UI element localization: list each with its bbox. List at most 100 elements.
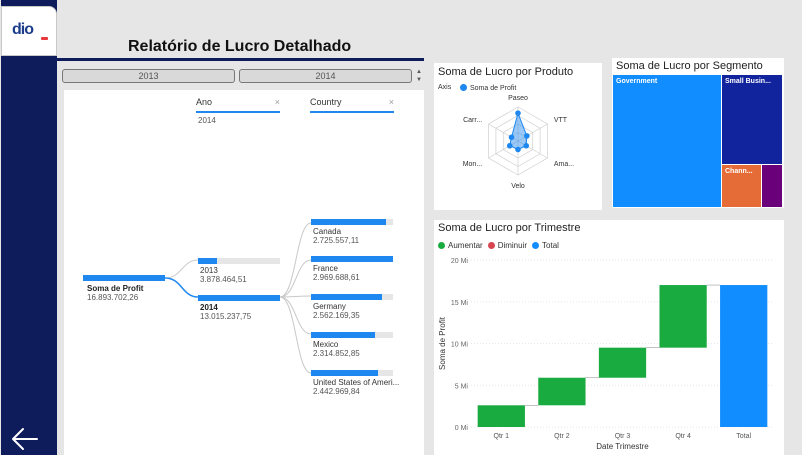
country-node-value: 2.314.852,85 xyxy=(313,349,360,358)
treemap-cell-label: Government xyxy=(616,78,658,85)
radar-data-point xyxy=(506,142,513,149)
close-icon[interactable]: × xyxy=(388,97,394,107)
legend-item: Diminuir xyxy=(487,241,528,250)
slicer-scroll[interactable]: ▲ ▼ xyxy=(415,68,423,84)
country-node-label: France xyxy=(313,264,338,273)
country-node-value: 2.442.969,84 xyxy=(313,387,360,396)
country-node-bar[interactable] xyxy=(311,332,393,338)
radar-data-point xyxy=(508,134,515,141)
radar-legend-series: Soma de Profit xyxy=(460,84,516,92)
waterfall-chart: 0 Mi 5 Mi 10 Mi 15 Mi 20 Mi Qtr 1 Qtr 2 Qtr 3 Qt… xyxy=(438,258,774,451)
country-node-bar[interactable] xyxy=(311,256,393,262)
level-header-ano[interactable]: Ano × xyxy=(196,97,280,113)
chevron-up-icon[interactable]: ▲ xyxy=(416,69,422,75)
level-name: Ano xyxy=(196,97,213,107)
waterfall-increase-bar xyxy=(538,377,586,406)
legend-label: Diminuir xyxy=(497,241,528,250)
radar-data-point xyxy=(515,110,521,116)
country-node-label: Germany xyxy=(313,302,346,311)
year-slicer-2014[interactable]: 2014 xyxy=(239,69,412,83)
year-node-bar[interactable] xyxy=(198,258,280,264)
waterfall-y-tick-label: 5 Mi xyxy=(455,383,469,390)
root-bar[interactable] xyxy=(83,275,165,281)
waterfall-legend: Aumentar Diminuir Total xyxy=(438,241,564,250)
root-value: 16.893.702,26 xyxy=(87,293,139,302)
treemap-cell-label: Small Busin... xyxy=(725,78,771,85)
treemap-cell-channel[interactable]: Chann... xyxy=(722,165,761,207)
chevron-down-icon[interactable]: ▼ xyxy=(416,77,422,83)
radar-chart-panel: Soma de Lucro por Produto Axis Soma de P… xyxy=(434,63,602,210)
radar-legend-series-label: Soma de Profit xyxy=(470,85,517,92)
radar-axis-label: VTT xyxy=(554,117,568,124)
year-node-value: 13.015.237,75 xyxy=(200,312,252,321)
connector-2013 xyxy=(164,259,199,279)
treemap-cell-small-business[interactable]: Small Busin... xyxy=(722,75,782,164)
level-selected-value: 2014 xyxy=(198,116,216,125)
radar-axis-label: Ama... xyxy=(554,161,574,168)
tree-connectors xyxy=(164,222,312,374)
radar-data-point xyxy=(524,133,530,139)
radar-axis-line xyxy=(517,123,548,142)
logo-dot xyxy=(41,37,48,40)
legend-dot-icon xyxy=(532,242,540,249)
radar-axis-label: Mon... xyxy=(463,161,483,168)
waterfall-x-tick-label: Qtr 4 xyxy=(675,433,691,440)
country-node-bar[interactable] xyxy=(311,294,393,300)
radar-data-point xyxy=(523,142,530,149)
legend-label: Total xyxy=(542,241,559,250)
legend-item: Aumentar xyxy=(438,241,483,250)
country-node-value: 2.725.557,11 xyxy=(313,236,360,245)
root-label: Soma de Profit xyxy=(87,284,144,293)
legend-label: Aumentar xyxy=(448,241,483,250)
close-icon[interactable]: × xyxy=(274,97,280,107)
waterfall-title: Soma de Lucro por Trimestre xyxy=(438,222,581,234)
country-node-label: Mexico xyxy=(313,340,339,349)
waterfall-y-axis-title: Soma de Profit xyxy=(438,316,447,370)
level-header-country[interactable]: Country × xyxy=(310,97,394,113)
logo-text: dio xyxy=(12,21,34,38)
legend-dot-icon xyxy=(460,84,467,91)
treemap-panel: Soma de Lucro por Segmento Government Sm… xyxy=(612,58,784,208)
country-node-label: Canada xyxy=(313,227,342,236)
title-underline xyxy=(57,58,424,61)
treemap-cell-government[interactable]: Government xyxy=(613,75,721,207)
radar-axis-label: Paseo xyxy=(508,95,528,102)
waterfall-increase-bar xyxy=(659,285,707,348)
decomposition-tree-panel: Ano × 2014 Country × Soma de Profit 16.8… xyxy=(64,90,424,455)
year-node-bar[interactable] xyxy=(198,295,280,301)
waterfall-x-tick-label: Total xyxy=(736,433,751,440)
connector-france xyxy=(279,259,312,298)
country-node-value: 2.562.169,35 xyxy=(313,311,360,320)
radar-axis-label: Carr... xyxy=(463,117,482,124)
year-slicer-2013[interactable]: 2013 xyxy=(62,69,235,83)
waterfall-x-axis-title: Date Trimestre xyxy=(596,442,649,451)
waterfall-x-tick-label: Qtr 3 xyxy=(615,433,631,440)
legend-dot-icon xyxy=(438,242,445,249)
waterfall-x-tick-label: Qtr 1 xyxy=(494,433,510,440)
year-node-label: 2013 xyxy=(200,266,218,275)
waterfall-chart-panel: Soma de Lucro por Trimestre Aumentar Dimi… xyxy=(434,220,784,455)
connector-mexico xyxy=(279,296,312,335)
arrow-left-icon[interactable] xyxy=(10,426,40,452)
radar-axis-label: Velo xyxy=(511,183,525,190)
waterfall-y-tick-label: 15 Mi xyxy=(451,300,469,307)
radar-legend-axis: Axis xyxy=(438,84,452,91)
year-node-label: 2014 xyxy=(200,303,218,312)
legend-dot-icon xyxy=(487,242,495,249)
treemap-title: Soma de Lucro por Segmento xyxy=(616,60,763,72)
page-title: Relatório de Lucro Detalhado xyxy=(128,38,352,55)
country-node-label: United States of Ameri... xyxy=(313,378,400,387)
connector-canada-line xyxy=(279,222,312,298)
waterfall-increase-bar xyxy=(477,405,525,427)
waterfall-total-bar xyxy=(720,285,768,427)
treemap-cell-other[interactable] xyxy=(762,165,782,207)
country-node-bar[interactable] xyxy=(311,370,393,376)
treemap-cell-label: Chann... xyxy=(725,168,753,175)
waterfall-y-tick-label: 0 Mi xyxy=(455,425,469,432)
legend-item: Total xyxy=(532,241,559,250)
radar-axis-line xyxy=(488,140,519,159)
left-navigation-bar xyxy=(1,0,57,455)
country-node-bar[interactable] xyxy=(311,219,393,225)
connector-germany xyxy=(279,295,312,298)
